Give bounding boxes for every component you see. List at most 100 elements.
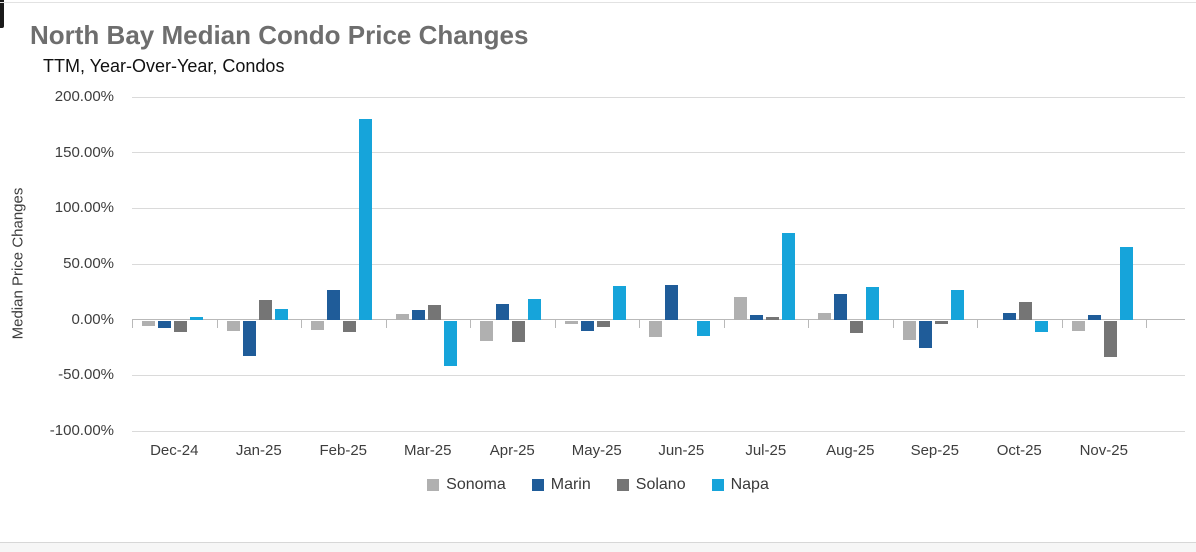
x-axis-tick [554, 319, 556, 328]
x-axis-tick [977, 319, 978, 328]
x-axis-label: Oct-25 [996, 442, 1042, 459]
legend-label: Sonoma [446, 476, 506, 493]
bar-solano-feb-25 [343, 320, 357, 332]
bar-solano-dec-24 [174, 320, 188, 332]
gridline-150pct [132, 152, 1185, 154]
chart-legend: Sonoma Marin Solano Napa [0, 476, 1196, 494]
bar-napa-feb-25 [359, 119, 373, 320]
x-axis-label: Sep-25 [910, 442, 959, 459]
bar-sonoma-sep-25 [902, 320, 916, 340]
legend-label: Napa [730, 476, 769, 493]
window-corner-mark [0, 0, 4, 28]
x-axis-label: Mar-25 [403, 442, 452, 459]
legend-swatch-icon [711, 479, 724, 491]
bar-napa-jul-25 [781, 232, 795, 320]
bar-napa-aug-25 [866, 287, 880, 320]
bar-marin-jul-25 [749, 315, 763, 320]
bar-sonoma-may-25 [564, 320, 578, 324]
bar-marin-nov-25 [1087, 315, 1101, 320]
gridline-50pct [132, 263, 1185, 265]
bar-marin-feb-25 [327, 289, 341, 320]
x-axis-tick [216, 319, 218, 328]
y-axis-label: -100.00% [49, 422, 114, 439]
page-subtitle: TTM, Year-Over-Year, Condos [43, 56, 285, 76]
bar-solano-aug-25 [850, 320, 864, 333]
bar-sonoma-jan-25 [226, 320, 240, 331]
card-top-border [0, 2, 1196, 3]
legend-item-solano: Solano [616, 476, 686, 494]
bar-solano-apr-25 [512, 320, 526, 342]
card-bottom-strip [0, 543, 1196, 552]
legend-swatch-icon [427, 479, 440, 491]
x-axis-tick [1061, 319, 1063, 328]
legend-item-napa: Napa [711, 476, 769, 494]
legend-label: Marin [550, 476, 591, 493]
bar-solano-sep-25 [934, 320, 948, 324]
x-axis-label: May-25 [571, 442, 622, 459]
x-axis-label: Apr-25 [489, 442, 535, 459]
x-axis-tick [132, 319, 133, 328]
bar-sonoma-nov-25 [1071, 320, 1085, 331]
bar-napa-jan-25 [274, 308, 288, 320]
bar-marin-jan-25 [242, 320, 256, 357]
legend-label: Solano [635, 476, 686, 493]
legend-swatch-icon [616, 479, 629, 491]
bar-marin-aug-25 [834, 294, 848, 320]
y-axis-label: 50.00% [63, 255, 114, 272]
legend-item-marin: Marin [531, 476, 591, 494]
page-title: North Bay Median Condo Price Changes [30, 20, 529, 50]
bar-marin-may-25 [580, 320, 594, 331]
x-axis-tick [385, 319, 387, 328]
bar-sonoma-apr-25 [480, 320, 494, 341]
bar-marin-mar-25 [411, 309, 425, 320]
bar-sonoma-dec-24 [142, 320, 156, 327]
x-axis-tick [301, 319, 302, 328]
y-axis-label: -50.00% [58, 366, 114, 384]
bar-marin-jun-25 [665, 285, 679, 320]
y-axis-title: Median Price Changes [9, 187, 27, 340]
bar-marin-dec-24 [158, 320, 172, 329]
y-axis-label: 200.00% [54, 88, 114, 105]
y-axis-label: 0.00% [71, 310, 114, 328]
bar-napa-oct-25 [1035, 320, 1049, 332]
x-axis-tick [892, 319, 894, 328]
x-axis-tick [723, 319, 725, 328]
gridline--100pct [132, 430, 1185, 432]
bar-solano-may-25 [596, 320, 610, 328]
bar-napa-jun-25 [697, 320, 711, 337]
bar-solano-jul-25 [765, 317, 779, 320]
gridline-100pct [132, 207, 1185, 209]
gridline-0pct [132, 319, 1185, 321]
bar-napa-may-25 [612, 286, 626, 320]
x-axis-label: Jan-25 [235, 442, 282, 459]
bar-sonoma-mar-25 [395, 314, 409, 320]
bar-napa-mar-25 [443, 320, 457, 367]
x-axis-label: Jun-25 [658, 442, 705, 459]
bar-napa-dec-24 [190, 317, 204, 320]
x-axis-tick [639, 319, 640, 328]
bar-sonoma-jul-25 [733, 297, 747, 320]
y-axis-label: 150.00% [54, 143, 114, 161]
bar-napa-nov-25 [1119, 247, 1133, 320]
bar-solano-nov-25 [1103, 320, 1117, 358]
bar-sonoma-jun-25 [649, 320, 663, 338]
legend-item-sonoma: Sonoma [427, 476, 506, 494]
bar-sonoma-aug-25 [818, 312, 832, 320]
gridline-200pct [132, 96, 1185, 98]
card-bottom-border [0, 542, 1196, 543]
x-axis-label: Dec-24 [150, 442, 199, 459]
bar-napa-sep-25 [950, 289, 964, 320]
bar-napa-apr-25 [528, 298, 542, 320]
gridline--50pct [132, 374, 1185, 376]
legend-swatch-icon [531, 479, 544, 491]
x-axis-label: Aug-25 [826, 442, 875, 459]
bar-solano-mar-25 [427, 305, 441, 320]
x-axis-label: Nov-25 [1079, 442, 1128, 459]
x-axis-label: Jul-25 [745, 442, 787, 459]
bar-solano-jan-25 [258, 299, 272, 320]
y-axis-label: 100.00% [54, 199, 114, 217]
bar-marin-sep-25 [918, 320, 932, 349]
bar-sonoma-feb-25 [311, 320, 325, 330]
bar-marin-oct-25 [1003, 312, 1017, 320]
